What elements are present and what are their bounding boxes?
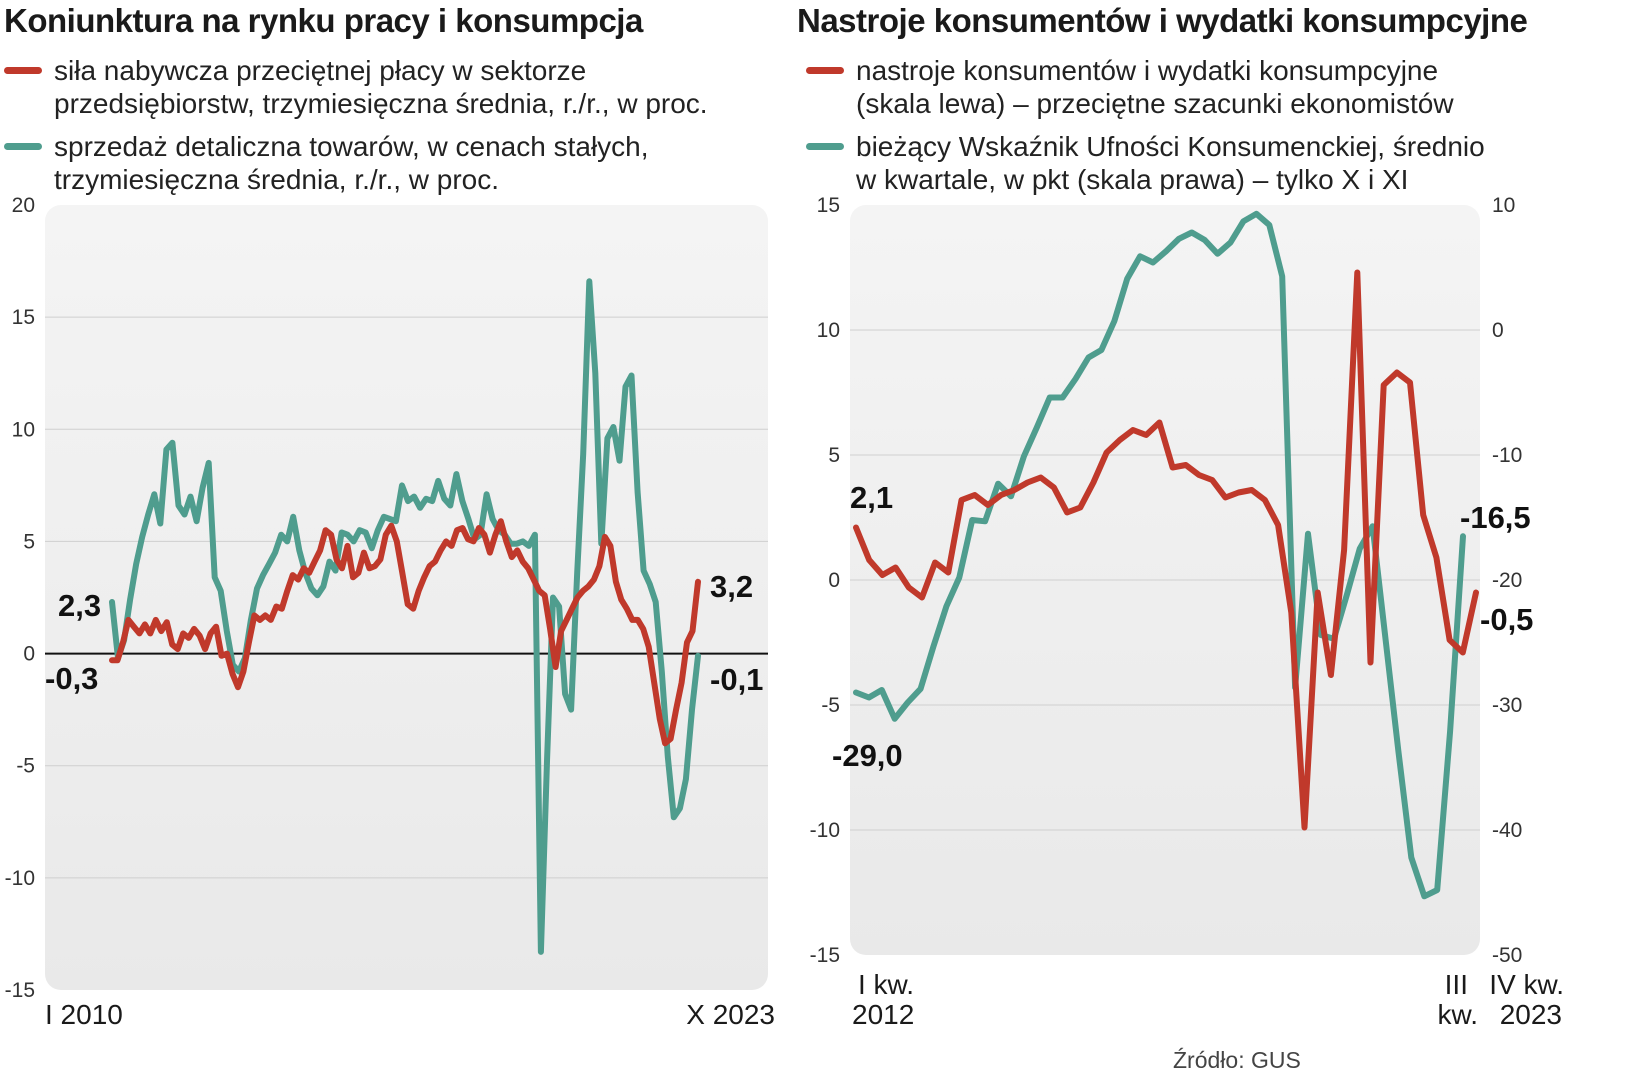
source-label: Źródło: GUS xyxy=(1173,1047,1301,1073)
x-label-end: X 2023 xyxy=(686,999,775,1030)
y-tick-label: 20 xyxy=(12,194,35,217)
y-right-tick-label: -40 xyxy=(1492,819,1522,842)
y-right-tick-label: -10 xyxy=(1492,444,1522,467)
y-right-tick-label: 0 xyxy=(1492,319,1504,342)
legend-swatch-red xyxy=(4,67,42,74)
right-legend: nastroje konsumentów i wydatki konsumpcy… xyxy=(806,54,1485,206)
legend-label-line: nastroje konsumentów i wydatki konsumpcy… xyxy=(856,55,1439,86)
legend-swatch-red xyxy=(806,67,844,74)
legend-swatch-green xyxy=(4,143,42,150)
x-label-end-line2: 2023 xyxy=(1500,999,1562,1030)
y-tick-label: 10 xyxy=(12,418,35,441)
y-left-tick-label: -5 xyxy=(821,694,840,717)
legend-label-line: sprzedaż detaliczna towarów, w cenach st… xyxy=(54,131,649,162)
legend-item-sentiment: nastroje konsumentów i wydatki konsumpcy… xyxy=(806,54,1485,120)
y-right-tick-label: 10 xyxy=(1492,194,1515,217)
x-label-start: I 2010 xyxy=(45,999,123,1030)
annotation-start-confidence: -29,0 xyxy=(832,738,903,773)
legend-label-line: siła nabywcza przeciętnej płacy w sektor… xyxy=(54,55,587,86)
y-tick-label: -15 xyxy=(5,979,35,1002)
annotation-start-wage: -0,3 xyxy=(45,661,98,696)
y-left-tick-label: -15 xyxy=(810,944,840,967)
legend-label-line: przedsiębiorstw, trzymiesięczna średnia,… xyxy=(54,88,708,119)
y-tick-label: -5 xyxy=(16,755,35,778)
legend-item-confidence: bieżący Wskaźnik Ufności Konsumenckiej, … xyxy=(806,130,1485,196)
y-right-tick-label: -20 xyxy=(1492,569,1522,592)
legend-label-line: (skala lewa) – przeciętne szacunki ekono… xyxy=(856,88,1454,119)
series-line-sentiment xyxy=(853,269,1479,831)
legend-label-line: trzymiesięczna średnia, r./r., w proc. xyxy=(54,164,500,195)
y-tick-label: 5 xyxy=(23,530,35,553)
annotation-start-sentiment: 2,1 xyxy=(850,480,893,515)
series-line-confidence xyxy=(853,210,1466,900)
y-tick-label: -10 xyxy=(5,867,35,890)
x-label-start-line2: 2012 xyxy=(852,999,914,1030)
y-left-tick-label: 5 xyxy=(828,444,840,467)
annotation-end-confidence: -16,5 xyxy=(1460,500,1531,535)
annotation-end-retail: -0,1 xyxy=(710,662,763,697)
y-left-tick-label: 0 xyxy=(828,569,840,592)
x-label-mid-line1: III xyxy=(1445,969,1468,1000)
annotation-start-retail: 2,3 xyxy=(58,588,101,623)
legend-swatch-green xyxy=(806,143,844,150)
y-tick-label: 15 xyxy=(12,306,35,329)
y-left-tick-label: 10 xyxy=(817,319,840,342)
left-legend: siła nabywcza przeciętnej płacy w sektor… xyxy=(4,54,708,206)
y-left-tick-label: 15 xyxy=(817,194,840,217)
right-chart: 10 0 -10 -20 -30 -40 -50 15 10 5 0 -5 -10 -15 2,1 -29,0… xyxy=(810,194,1564,1030)
left-chart-title: Koniunktura na rynku pracy i konsumpcja xyxy=(4,2,643,39)
legend-label-line: w kwartale, w pkt (skala prawa) – tylko … xyxy=(856,164,1409,195)
x-label-end-line1: IV kw. xyxy=(1489,969,1564,1000)
y-tick-label: 0 xyxy=(23,643,35,666)
series-line-retail xyxy=(109,278,701,955)
legend-label-line: bieżący Wskaźnik Ufności Konsumenckiej, … xyxy=(856,131,1485,162)
annotation-end-sentiment: -0,5 xyxy=(1480,602,1533,637)
y-left-tick-label: -10 xyxy=(810,819,840,842)
left-chart: 20 15 10 5 0 -5 -10 -15 2,3 -0,3 3,2 -0,1 I 2010 X 20… xyxy=(5,194,775,1030)
x-label-start-line1: I kw. xyxy=(858,969,914,1000)
y-right-tick-label: -50 xyxy=(1492,944,1522,967)
series-line-wage xyxy=(109,518,701,747)
legend-item-wage: siła nabywcza przeciętnej płacy w sektor… xyxy=(4,54,708,120)
right-chart-title: Nastroje konsumentów i wydatki konsumpcy… xyxy=(797,2,1528,39)
legend-item-retail: sprzedaż detaliczna towarów, w cenach st… xyxy=(4,130,708,196)
annotation-end-wage: 3,2 xyxy=(710,569,753,604)
x-label-mid-line2: kw. xyxy=(1438,999,1478,1030)
y-right-tick-label: -30 xyxy=(1492,694,1522,717)
